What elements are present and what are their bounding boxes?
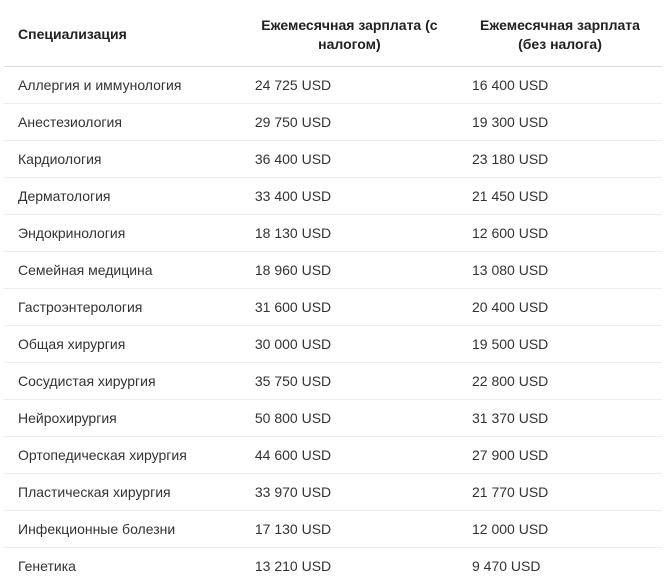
col-header-salary-net: Ежемесячная зарплата (без налога): [458, 4, 662, 66]
cell-salary-gross: 35 750 USD: [241, 362, 458, 399]
cell-salary-gross: 50 800 USD: [241, 399, 458, 436]
cell-salary-net: 12 600 USD: [458, 214, 662, 251]
cell-salary-gross: 33 400 USD: [241, 177, 458, 214]
cell-specialization: Аллергия и иммунология: [4, 66, 241, 103]
cell-salary-net: 20 400 USD: [458, 288, 662, 325]
cell-specialization: Кардиология: [4, 140, 241, 177]
table-row: Генетика 13 210 USD 9 470 USD: [4, 547, 662, 584]
table-row: Дерматология 33 400 USD 21 450 USD: [4, 177, 662, 214]
table-body: Аллергия и иммунология 24 725 USD 16 400…: [4, 66, 662, 584]
cell-salary-net: 31 370 USD: [458, 399, 662, 436]
table-row: Эндокринология 18 130 USD 12 600 USD: [4, 214, 662, 251]
cell-salary-net: 19 300 USD: [458, 103, 662, 140]
cell-salary-net: 22 800 USD: [458, 362, 662, 399]
table-row: Сосудистая хирургия 35 750 USD 22 800 US…: [4, 362, 662, 399]
cell-salary-gross: 30 000 USD: [241, 325, 458, 362]
table-row: Ортопедическая хирургия 44 600 USD 27 90…: [4, 436, 662, 473]
table-row: Аллергия и иммунология 24 725 USD 16 400…: [4, 66, 662, 103]
cell-salary-net: 21 770 USD: [458, 473, 662, 510]
cell-specialization: Сосудистая хирургия: [4, 362, 241, 399]
salary-table: Специализация Ежемесячная зарплата (с на…: [4, 4, 662, 584]
cell-salary-gross: 31 600 USD: [241, 288, 458, 325]
cell-salary-gross: 36 400 USD: [241, 140, 458, 177]
cell-salary-net: 19 500 USD: [458, 325, 662, 362]
table-row: Инфекционные болезни 17 130 USD 12 000 U…: [4, 510, 662, 547]
table-row: Общая хирургия 30 000 USD 19 500 USD: [4, 325, 662, 362]
cell-salary-gross: 29 750 USD: [241, 103, 458, 140]
cell-salary-net: 13 080 USD: [458, 251, 662, 288]
table-row: Семейная медицина 18 960 USD 13 080 USD: [4, 251, 662, 288]
table-header: Специализация Ежемесячная зарплата (с на…: [4, 4, 662, 66]
cell-salary-net: 9 470 USD: [458, 547, 662, 584]
cell-salary-gross: 24 725 USD: [241, 66, 458, 103]
table-row: Кардиология 36 400 USD 23 180 USD: [4, 140, 662, 177]
cell-salary-gross: 13 210 USD: [241, 547, 458, 584]
cell-salary-net: 12 000 USD: [458, 510, 662, 547]
cell-specialization: Анестезиология: [4, 103, 241, 140]
header-row: Специализация Ежемесячная зарплата (с на…: [4, 4, 662, 66]
cell-specialization: Пластическая хирургия: [4, 473, 241, 510]
cell-specialization: Нейрохирургия: [4, 399, 241, 436]
cell-salary-net: 16 400 USD: [458, 66, 662, 103]
cell-specialization: Эндокринология: [4, 214, 241, 251]
cell-salary-gross: 33 970 USD: [241, 473, 458, 510]
cell-specialization: Общая хирургия: [4, 325, 241, 362]
cell-specialization: Ортопедическая хирургия: [4, 436, 241, 473]
cell-specialization: Дерматология: [4, 177, 241, 214]
table-row: Гастроэнтерология 31 600 USD 20 400 USD: [4, 288, 662, 325]
col-header-specialization: Специализация: [4, 4, 241, 66]
cell-salary-gross: 17 130 USD: [241, 510, 458, 547]
cell-specialization: Инфекционные болезни: [4, 510, 241, 547]
cell-specialization: Гастроэнтерология: [4, 288, 241, 325]
cell-salary-gross: 18 130 USD: [241, 214, 458, 251]
cell-salary-net: 21 450 USD: [458, 177, 662, 214]
cell-specialization: Семейная медицина: [4, 251, 241, 288]
table-row: Пластическая хирургия 33 970 USD 21 770 …: [4, 473, 662, 510]
cell-salary-net: 23 180 USD: [458, 140, 662, 177]
cell-salary-gross: 18 960 USD: [241, 251, 458, 288]
cell-salary-gross: 44 600 USD: [241, 436, 458, 473]
cell-salary-net: 27 900 USD: [458, 436, 662, 473]
table-row: Нейрохирургия 50 800 USD 31 370 USD: [4, 399, 662, 436]
table-row: Анестезиология 29 750 USD 19 300 USD: [4, 103, 662, 140]
cell-specialization: Генетика: [4, 547, 241, 584]
col-header-salary-gross: Ежемесячная зарплата (с налогом): [241, 4, 458, 66]
